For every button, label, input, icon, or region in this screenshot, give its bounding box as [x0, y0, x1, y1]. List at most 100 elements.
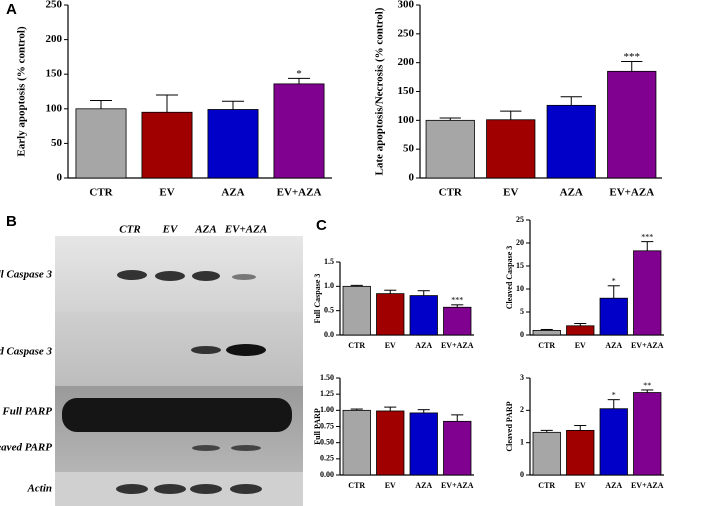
x-tick-label: AZA	[605, 481, 622, 490]
bar	[443, 306, 472, 336]
y-axis-label: Full PARP	[313, 408, 322, 445]
y-tick-label: 10	[516, 284, 524, 293]
error-bar	[350, 408, 363, 411]
x-tick-label: EV+AZA	[441, 481, 474, 490]
y-axis-label: Late apoptosis/Necrosis (% control)	[374, 7, 386, 175]
bar	[633, 392, 662, 476]
error-bar	[155, 94, 179, 113]
bar	[532, 329, 561, 336]
y-tick-label: 1.25	[320, 389, 334, 398]
bands	[62, 270, 292, 494]
bar	[633, 250, 662, 336]
x-tick-label: CTR	[348, 341, 365, 350]
x-tick-label: CTR	[439, 187, 463, 199]
y-tick-label: 200	[46, 33, 63, 45]
x-tick-label: CTR	[348, 481, 365, 490]
error-bar	[500, 110, 522, 120]
row-label: Actin	[27, 483, 52, 495]
y-tick-label: 0.00	[320, 470, 334, 479]
y-tick-label: 50	[403, 143, 415, 155]
error-bar	[560, 96, 582, 106]
y-tick-label: 1.50	[320, 373, 334, 382]
significance: ***	[641, 232, 653, 241]
error-bar	[384, 289, 397, 294]
y-tick-label: 2	[520, 405, 524, 414]
error-bar	[574, 425, 587, 431]
significance: *	[612, 390, 616, 399]
y-axis-label: Early apoptosis (% control)	[16, 26, 28, 157]
y-tick-label: 25	[516, 215, 524, 224]
panel-label: C	[316, 217, 327, 234]
y-tick-label: 0.5	[324, 305, 334, 314]
x-tick-label: EV+AZA	[631, 341, 664, 350]
x-tick-label: EV	[159, 187, 174, 199]
bar	[566, 429, 595, 476]
bar	[409, 295, 438, 336]
bar	[486, 119, 536, 179]
error-bar	[384, 406, 397, 411]
x-tick-label: EV+AZA	[609, 187, 654, 199]
bar	[141, 111, 193, 179]
error-bar	[439, 117, 461, 121]
x-tick-label: EV	[575, 481, 586, 490]
error-bar	[540, 328, 553, 331]
x-tick-label: CTR	[538, 481, 555, 490]
y-tick-label: 20	[516, 238, 524, 247]
error-bar	[607, 285, 620, 299]
y-tick-label: 250	[46, 0, 63, 11]
bar	[599, 297, 628, 336]
bar	[376, 410, 405, 476]
y-tick-label: 0	[409, 172, 415, 184]
western-blot: CTR EV AZA EV+AZA Full Caspase 3 Cleaved…	[0, 224, 303, 506]
x-tick-label: EV+AZA	[441, 341, 474, 350]
error-bar	[287, 77, 311, 84]
x-tick-label: EV+AZA	[631, 481, 664, 490]
y-tick-label: 50	[51, 137, 63, 149]
significance: **	[643, 381, 651, 390]
significance: ***	[624, 51, 641, 63]
x-tick-label: EV	[385, 481, 396, 490]
row-label: Cleaved PARP	[0, 442, 52, 454]
error-bar	[641, 389, 654, 393]
y-tick-label: 0.50	[320, 437, 334, 446]
error-bar	[350, 284, 363, 287]
y-tick-label: 0.25	[320, 454, 334, 463]
panel-label: A	[6, 1, 17, 18]
x-tick-label: AZA	[221, 187, 244, 199]
bar	[599, 408, 628, 476]
x-tick-label: AZA	[560, 187, 583, 199]
panel-label: B	[6, 213, 17, 230]
y-tick-label: 5	[520, 307, 524, 316]
error-bar	[417, 409, 430, 413]
bar	[273, 83, 325, 179]
bar	[207, 109, 259, 179]
y-tick-label: 100	[398, 114, 415, 126]
error-bar	[451, 414, 464, 422]
error-bar	[574, 323, 587, 326]
row-label: Full Caspase 3	[0, 269, 52, 281]
x-tick-label: EV	[385, 341, 396, 350]
bar	[75, 108, 127, 179]
y-tick-label: 1	[520, 437, 524, 446]
error-bar	[417, 290, 430, 296]
lane-label: EV+AZA	[224, 224, 267, 236]
bar	[566, 325, 595, 336]
x-tick-label: EV	[575, 341, 586, 350]
y-tick-label: 1.00	[320, 405, 334, 414]
x-tick-label: EV	[503, 187, 518, 199]
y-tick-label: 1.5	[324, 257, 334, 266]
y-tick-label: 1.0	[324, 281, 334, 290]
bar	[443, 420, 472, 476]
bar	[376, 293, 405, 336]
x-tick-label: AZA	[415, 341, 432, 350]
lane-label: CTR	[119, 224, 140, 236]
y-tick-label: 0	[57, 172, 63, 184]
bar	[532, 431, 561, 476]
significance: ***	[451, 296, 463, 305]
y-tick-label: 150	[398, 85, 415, 97]
x-tick-label: CTR	[538, 341, 555, 350]
x-tick-label: EV+AZA	[277, 187, 322, 199]
bar	[342, 409, 371, 476]
y-tick-label: 200	[398, 56, 415, 68]
